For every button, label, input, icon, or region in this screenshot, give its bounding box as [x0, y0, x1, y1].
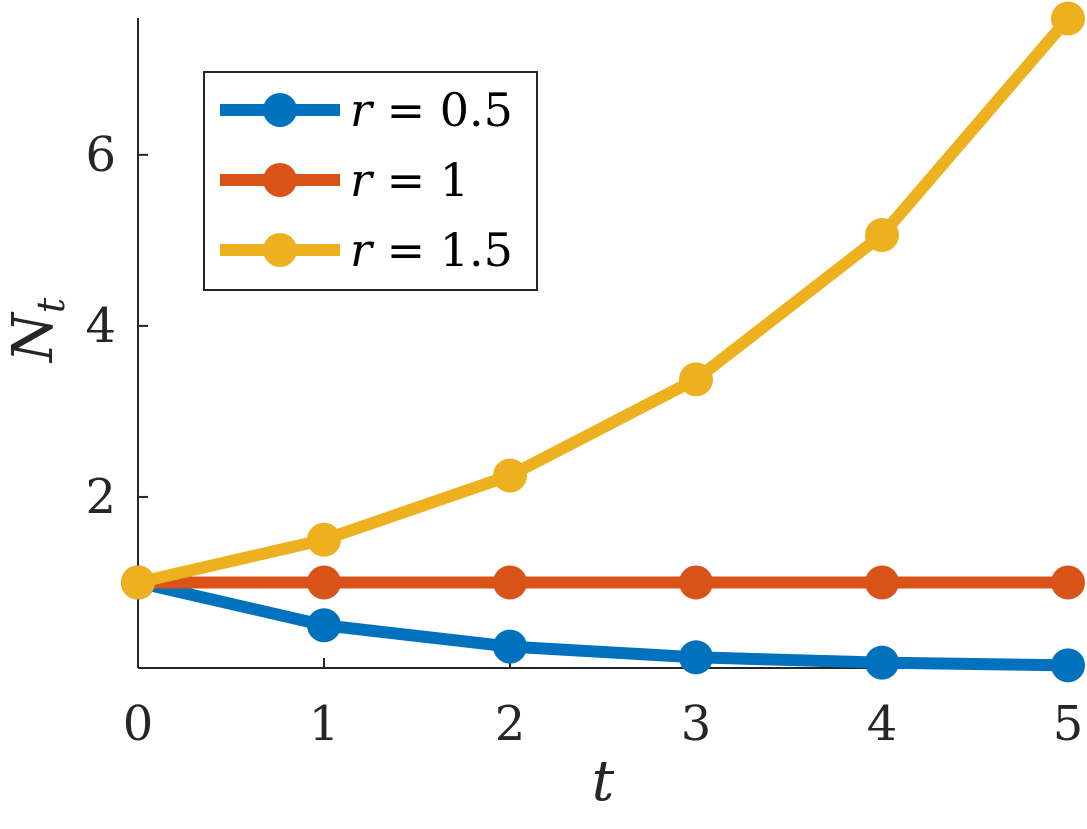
- legend: r = 0.5r = 1r = 1.5: [203, 71, 538, 291]
- data-point: [865, 645, 899, 680]
- legend-label: r = 1.5: [350, 223, 513, 277]
- data-point: [121, 565, 155, 600]
- data-point: [1051, 565, 1085, 600]
- series-lines: [121, 1, 1085, 683]
- data-point: [493, 629, 527, 664]
- axes: 0 1 2 3 4 5 2 4 6: [85, 18, 1083, 752]
- data-point: [493, 565, 527, 600]
- y-axis-label: Nt: [1, 297, 73, 364]
- legend-marker: [263, 233, 297, 267]
- data-point: [679, 640, 713, 675]
- series-0: [121, 565, 1085, 683]
- x-tick-label: 0: [123, 696, 154, 752]
- data-point: [865, 218, 899, 253]
- y-tick-label: 4: [85, 298, 116, 354]
- legend-entry: r = 1.5: [220, 223, 513, 277]
- data-point: [1051, 648, 1085, 683]
- data-point: [307, 565, 341, 600]
- legend-marker: [263, 93, 297, 127]
- data-point: [679, 362, 713, 397]
- data-point: [493, 458, 527, 493]
- series-2: [121, 1, 1085, 600]
- axis-labels: t Nt: [1, 297, 615, 814]
- legend-label-value: = 1: [372, 153, 469, 207]
- y-axis-label-main: N: [1, 311, 66, 364]
- x-tick-label: 3: [681, 696, 712, 752]
- legend-entry: r = 1: [220, 153, 469, 207]
- legend-label-variable: r: [350, 153, 375, 207]
- x-tick-label: 1: [309, 696, 340, 752]
- legend-label-variable: r: [350, 223, 375, 277]
- y-axis-label-subscript: t: [29, 297, 73, 313]
- x-tick-label: 5: [1053, 696, 1084, 752]
- data-point: [1051, 1, 1085, 36]
- series-1: [121, 565, 1085, 600]
- legend-marker: [263, 163, 297, 197]
- series-line: [132, 12, 1074, 589]
- legend-label-variable: r: [350, 83, 375, 137]
- legend-label: r = 0.5: [350, 83, 513, 137]
- legend-label-value: = 1.5: [372, 223, 513, 277]
- data-point: [865, 565, 899, 600]
- y-tick-label: 2: [85, 469, 116, 525]
- legend-entry: r = 0.5: [220, 83, 513, 137]
- data-point: [307, 522, 341, 557]
- x-tick-label: 4: [867, 696, 898, 752]
- x-tick-label: 2: [495, 696, 526, 752]
- y-tick-label: 6: [85, 127, 116, 183]
- legend-label-value: = 0.5: [372, 83, 513, 137]
- data-point: [679, 565, 713, 600]
- x-axis-label: t: [592, 749, 615, 814]
- data-point: [307, 608, 341, 643]
- legend-label: r = 1: [350, 153, 469, 207]
- series-line: [132, 576, 1074, 672]
